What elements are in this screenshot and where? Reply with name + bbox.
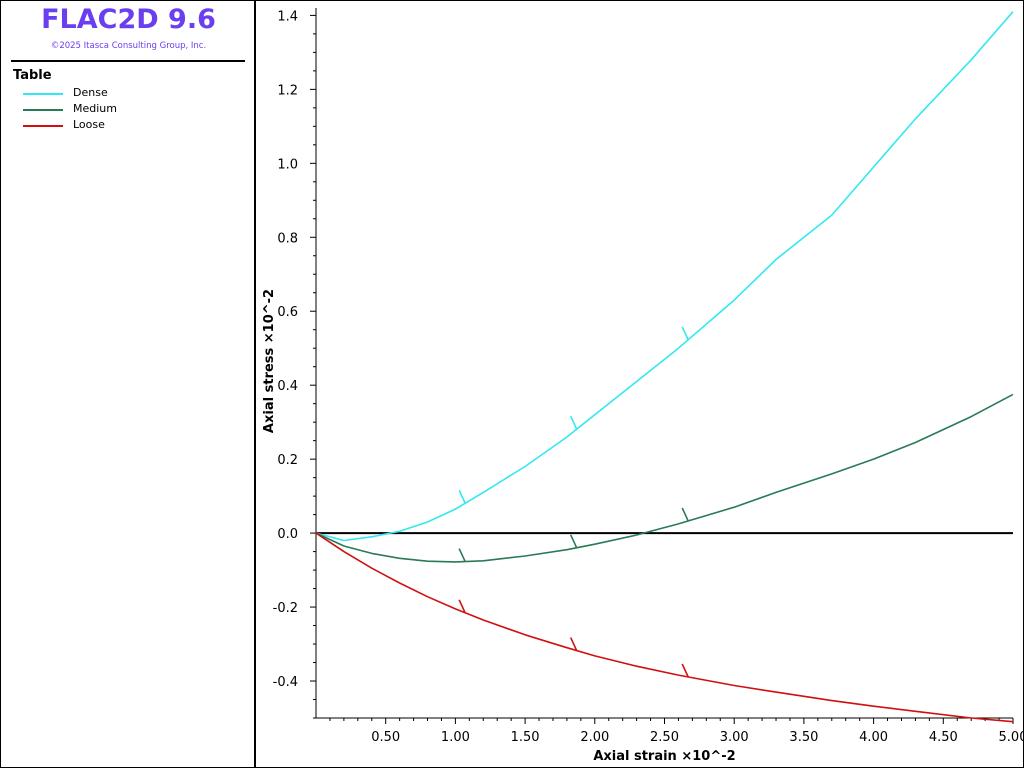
y-tick-label: -0.2 (273, 601, 298, 616)
legend: Dense Medium Loose (23, 86, 223, 134)
legend-label: Loose (73, 118, 105, 131)
legend-label: Medium (73, 102, 117, 115)
series-line-dense (315, 11, 1014, 542)
legend-swatch (23, 125, 63, 127)
series-line-medium (315, 393, 1014, 563)
x-tick-label: 2.00 (580, 730, 609, 745)
legend-swatch (23, 93, 63, 95)
x-tick-label: 1.00 (441, 730, 470, 745)
legend-label: Dense (73, 86, 108, 99)
y-tick-label: 0.6 (277, 305, 298, 320)
legend-divider (11, 60, 245, 62)
x-axis-label: Axial strain ×10^-2 (593, 749, 735, 764)
series-marker-dense (458, 489, 466, 504)
copyright-text: ©2025 Itasca Consulting Group, Inc. (50, 41, 207, 51)
legend-item-dense: Dense (23, 86, 223, 102)
y-tick-label: 0.2 (277, 453, 298, 468)
app-title: FLAC2D 9.6 (41, 4, 216, 35)
legend-swatch (23, 109, 63, 111)
series-marker-dense (569, 415, 578, 430)
series-marker-loose (569, 637, 578, 651)
y-tick-label: 1.4 (277, 9, 298, 24)
y-tick-label: 0.4 (277, 379, 298, 394)
y-axis-label: Axial stress ×10^-2 (262, 289, 277, 433)
x-tick-label: 2.50 (650, 730, 679, 745)
x-tick-label: 4.50 (929, 730, 958, 745)
x-tick-label: 5.00 (999, 730, 1024, 745)
series-marker-loose (458, 599, 466, 614)
series-marker-medium (458, 548, 466, 562)
x-tick-label: 3.00 (720, 730, 749, 745)
x-tick-label: 3.50 (789, 730, 818, 745)
x-tick-label: 4.00 (859, 730, 888, 745)
series-marker-dense (681, 326, 689, 341)
x-tick-label: 0.50 (371, 730, 400, 745)
x-tick-label: 1.50 (511, 730, 540, 745)
y-tick-label: -0.4 (273, 675, 298, 690)
y-tick-label: 1.2 (277, 83, 298, 98)
y-tick-label: 0.8 (277, 231, 298, 246)
legend-panel: FLAC2D 9.6 ©2025 Itasca Consulting Group… (1, 1, 256, 767)
y-tick-label: 0.0 (277, 527, 298, 542)
series-marker-medium (569, 534, 578, 549)
series-line-loose (315, 532, 1014, 723)
legend-item-medium: Medium (23, 102, 223, 118)
series-marker-loose (681, 663, 689, 678)
series-marker-medium (681, 507, 689, 522)
legend-item-loose: Loose (23, 118, 223, 134)
y-tick-label: 1.0 (277, 157, 298, 172)
legend-title: Table (13, 68, 52, 83)
